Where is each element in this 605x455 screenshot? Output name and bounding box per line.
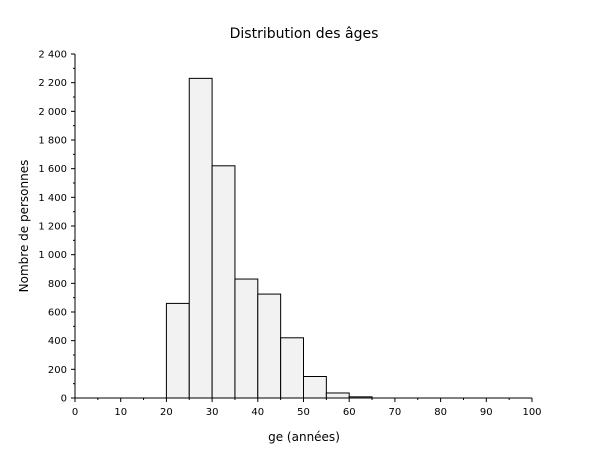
histogram-bar — [188, 77, 213, 399]
y-tick-label: 0 — [61, 394, 67, 405]
x-tick-label: 10 — [114, 407, 127, 418]
x-tick-label: 0 — [72, 407, 78, 418]
y-tick-label: 200 — [48, 365, 67, 376]
x-tick-label: 40 — [251, 407, 264, 418]
x-tick-label: 100 — [522, 407, 541, 418]
y-axis-label: Nombre de personnes — [17, 160, 31, 293]
histogram-bar — [211, 165, 236, 399]
x-tick-label: 30 — [206, 407, 219, 418]
y-tick-label: 1 600 — [38, 164, 67, 175]
histogram-bar — [325, 392, 350, 399]
y-tick-label: 2 000 — [38, 107, 67, 118]
chart-title: Distribution des âges — [230, 26, 379, 42]
y-tick-label: 2 400 — [38, 50, 67, 61]
histogram-bars — [165, 77, 373, 399]
y-tick-label: 600 — [48, 308, 67, 319]
y-tick-label: 1 800 — [38, 136, 67, 147]
histogram-bar — [234, 278, 259, 399]
x-tick-label: 60 — [343, 407, 356, 418]
y-tick-label: 1 000 — [38, 250, 67, 261]
y-tick-label: 1 400 — [38, 193, 67, 204]
histogram-bar — [280, 337, 304, 399]
x-tick-label: 90 — [480, 407, 493, 418]
x-tick-label: 20 — [160, 407, 173, 418]
x-tick-label: 70 — [389, 407, 402, 418]
histogram-bar — [303, 376, 327, 399]
x-axis-ticks: 0 10 20 30 40 50 60 70 80 90 100 — [72, 398, 542, 418]
histogram-bar — [165, 302, 190, 399]
x-axis-label: ge (années) — [268, 430, 340, 444]
histogram-bar — [257, 293, 282, 399]
y-axis-ticks: 0 200 400 600 800 1 000 1 200 1 400 1 600 1 800 2 … — [38, 50, 75, 405]
y-tick-label: 2 200 — [38, 78, 67, 89]
x-tick-label: 50 — [297, 407, 310, 418]
y-tick-label: 400 — [48, 336, 67, 347]
x-tick-label: 80 — [434, 407, 447, 418]
y-tick-label: 800 — [48, 279, 67, 290]
y-tick-label: 1 200 — [38, 222, 67, 233]
